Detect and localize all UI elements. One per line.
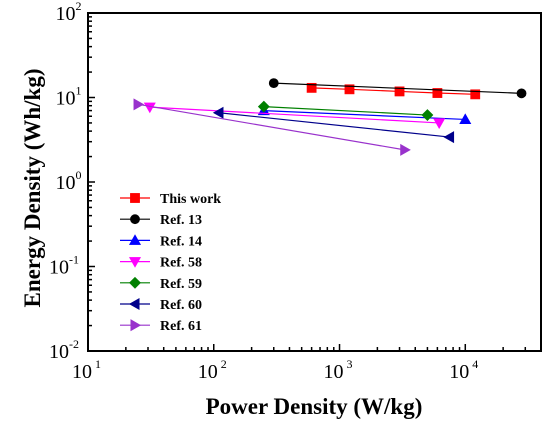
x-tick-label: 10 [324, 361, 344, 383]
legend-item: Ref. 13 [120, 213, 202, 228]
series-ref-59 [257, 100, 434, 121]
y-tick-exponent: -2 [69, 337, 79, 351]
series-line [273, 82, 522, 94]
legend-label: This work [160, 192, 221, 207]
y-tick-label: 10 [49, 341, 69, 363]
legend-marker [130, 193, 140, 203]
legend-label: Ref. 61 [160, 319, 202, 334]
x-tick-exponent: 1 [95, 357, 101, 371]
series-line [137, 103, 405, 151]
legend-marker [128, 234, 142, 245]
data-point [212, 106, 224, 119]
series-this-work [306, 82, 481, 100]
x-tick-label: 10 [72, 361, 92, 383]
y-axis-title: Energy Density (Wh/kg) [20, 69, 45, 308]
legend-item: This work [120, 192, 221, 207]
x-tick-label: 10 [198, 361, 218, 383]
legend-item: Ref. 14 [120, 234, 202, 249]
data-point [394, 86, 405, 97]
legend-item: Ref. 59 [120, 277, 202, 292]
legend-marker [128, 257, 142, 268]
legend-item: Ref. 58 [120, 256, 202, 271]
plot-layer [133, 78, 527, 156]
legend-label: Ref. 59 [160, 277, 202, 292]
series-line [218, 112, 450, 138]
data-point [443, 131, 455, 144]
series-line [149, 106, 440, 124]
legend-label: Ref. 13 [160, 213, 202, 228]
x-tick-exponent: 2 [221, 357, 227, 371]
data-point [516, 88, 527, 99]
series-ref-58 [143, 102, 446, 130]
data-point [459, 113, 472, 124]
data-point [344, 84, 355, 95]
x-tick-exponent: 3 [347, 357, 353, 371]
legend-marker [130, 214, 140, 225]
legend-marker [129, 276, 141, 289]
data-point [432, 88, 443, 98]
series-ref-13 [268, 78, 527, 99]
series-line [263, 109, 466, 121]
legend-item: Ref. 60 [120, 297, 202, 313]
plot-frame [87, 12, 542, 352]
y-tick-label: 10 [56, 88, 76, 110]
y-tick-exponent: -1 [69, 253, 79, 267]
data-point [306, 82, 317, 93]
data-point [257, 100, 270, 113]
y-tick-exponent: 1 [76, 84, 82, 98]
y-tick-exponent: 2 [76, 0, 82, 13]
legend-label: Ref. 58 [160, 256, 202, 271]
series-ref-60 [212, 106, 455, 144]
series-ref-61 [133, 98, 411, 156]
y-tick-label: 10 [49, 257, 69, 279]
legend-marker [130, 319, 142, 332]
series-line [311, 87, 476, 95]
data-point [433, 118, 446, 130]
y-tick-exponent: 0 [76, 168, 82, 182]
data-point [421, 109, 434, 121]
data-point [268, 78, 279, 89]
axis-layer: 10 1 10 2 10 3 10 410 -210 -110 010 110 2 [49, 0, 542, 383]
data-point [400, 143, 411, 156]
legend-label: Ref. 60 [160, 298, 202, 313]
x-tick-label: 10 [449, 361, 469, 383]
legend: This work Ref. 13 Ref. 14 Ref. 58 Ref. 59 Ref… [120, 192, 221, 334]
y-tick-label: 10 [56, 3, 76, 25]
y-tick-label: 10 [56, 172, 76, 194]
legend-marker [128, 297, 140, 311]
legend-item: Ref. 61 [120, 319, 202, 334]
data-point [470, 89, 481, 100]
data-point [133, 98, 145, 111]
x-tick-exponent: 4 [472, 357, 478, 371]
series-line [263, 106, 428, 116]
legend-label: Ref. 14 [160, 234, 202, 249]
x-axis-title: Power Density (W/kg) [206, 394, 423, 419]
